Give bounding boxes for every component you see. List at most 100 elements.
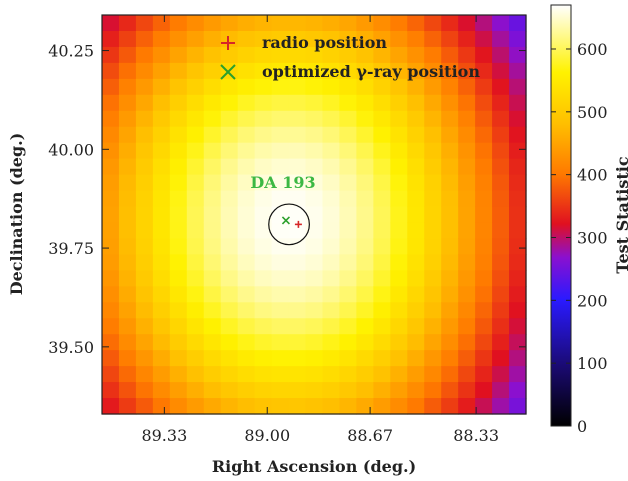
heatmap-cell xyxy=(441,78,459,96)
heatmap-cell xyxy=(254,62,273,80)
colorbar-tick-label: 400 xyxy=(577,166,608,185)
heatmap-cell xyxy=(237,238,256,255)
heatmap-cell xyxy=(322,318,341,335)
heatmap-cell xyxy=(458,238,476,255)
heatmap-cell xyxy=(305,398,324,415)
heatmap-cell xyxy=(509,398,527,415)
heatmap-cell xyxy=(152,254,171,271)
heatmap-cell xyxy=(237,126,256,144)
heatmap-cell xyxy=(254,382,273,399)
heatmap-cell xyxy=(339,270,357,287)
heatmap-cell xyxy=(254,238,273,255)
heatmap-cell xyxy=(322,15,341,32)
heatmap-cell xyxy=(390,30,408,48)
heatmap-cell xyxy=(220,206,239,224)
heatmap-cell xyxy=(322,302,341,319)
heatmap-cell xyxy=(407,30,425,48)
heatmap-cell xyxy=(220,15,239,32)
heatmap-cell xyxy=(390,318,408,335)
plot-frame xyxy=(101,14,527,415)
heatmap-cell xyxy=(288,382,307,399)
heatmap-cell xyxy=(475,46,493,64)
heatmap-cell xyxy=(288,334,307,351)
heatmap-cell xyxy=(339,302,357,319)
heatmap-cell xyxy=(237,15,256,32)
heatmap-cell xyxy=(458,126,476,144)
heatmap-cell xyxy=(475,350,493,367)
heatmap-cell xyxy=(322,382,341,399)
heatmap-cell xyxy=(407,238,425,255)
heatmap-cell xyxy=(339,15,357,32)
colorbar-tick-label: 500 xyxy=(577,103,608,122)
heatmap-cell xyxy=(475,190,493,208)
heatmap-cell xyxy=(254,222,273,240)
heatmap-cell xyxy=(271,15,290,32)
heatmap-cell xyxy=(475,334,493,351)
heatmap-cell xyxy=(186,190,205,208)
heatmap-cell xyxy=(407,270,425,287)
heatmap-cell xyxy=(509,238,527,255)
heatmap-cell xyxy=(102,398,120,415)
heatmap-cell xyxy=(339,254,357,271)
heatmap-cell xyxy=(254,190,273,208)
heatmap-cell xyxy=(220,46,239,64)
heatmap-cell xyxy=(152,318,171,335)
heatmap-cell xyxy=(288,206,307,224)
heatmap-cell xyxy=(424,270,442,287)
heatmap-cell xyxy=(373,126,391,144)
heatmap-cell xyxy=(509,15,527,32)
heatmap-cell xyxy=(237,110,256,128)
heatmap-cell xyxy=(390,94,408,112)
heatmap-cell xyxy=(441,158,459,176)
heatmap-cell xyxy=(322,206,341,224)
heatmap-cell xyxy=(288,398,307,415)
heatmap-cell xyxy=(271,270,290,287)
heatmap-cell xyxy=(152,94,171,112)
heatmap-cell xyxy=(102,30,120,48)
heatmap-cell xyxy=(441,142,459,160)
heatmap-cell xyxy=(152,238,171,255)
heatmap-cell xyxy=(356,302,374,319)
heatmap-cell xyxy=(373,78,391,96)
heatmap-cell xyxy=(102,318,120,335)
heatmap-cell xyxy=(118,62,137,80)
heatmap-cell xyxy=(458,222,476,240)
heatmap-cell xyxy=(339,126,357,144)
heatmap-cell xyxy=(186,46,205,64)
heatmap-cell xyxy=(237,350,256,367)
heatmap-cell xyxy=(305,190,324,208)
heatmap-cell xyxy=(407,190,425,208)
heatmap-cell xyxy=(356,382,374,399)
heatmap-cell xyxy=(356,286,374,303)
heatmap-cell xyxy=(441,382,459,399)
heatmap-cell xyxy=(492,46,510,64)
heatmap-cell xyxy=(271,190,290,208)
heatmap-cell xyxy=(390,62,408,80)
heatmap-cell xyxy=(169,126,188,144)
heatmap-cell xyxy=(339,174,357,192)
heatmap-cell xyxy=(441,334,459,351)
heatmap-cell xyxy=(458,270,476,287)
heatmap-cell xyxy=(271,110,290,128)
heatmap-cell xyxy=(169,270,188,287)
heatmap-cell xyxy=(288,270,307,287)
heatmap-cell xyxy=(390,238,408,255)
heatmap-cell xyxy=(203,142,222,160)
colorbar-ticks: 0 100 200 300 400 500 600 xyxy=(551,40,608,436)
colorbar-tick-label: 600 xyxy=(577,40,608,59)
heatmap-cell xyxy=(220,366,239,383)
heatmap-cell xyxy=(441,62,459,80)
heatmap-cell xyxy=(458,158,476,176)
heatmap-cell xyxy=(271,398,290,415)
heatmap-cell xyxy=(271,46,290,64)
heatmap-cell xyxy=(509,110,527,128)
heatmap-cell xyxy=(152,126,171,144)
heatmap-cell xyxy=(492,350,510,367)
heatmap-cell xyxy=(237,366,256,383)
heatmap-cell xyxy=(458,15,476,32)
heatmap-cell xyxy=(203,46,222,64)
heatmap-cell xyxy=(492,190,510,208)
heatmap-cell xyxy=(254,366,273,383)
heatmap-cell xyxy=(135,350,154,367)
